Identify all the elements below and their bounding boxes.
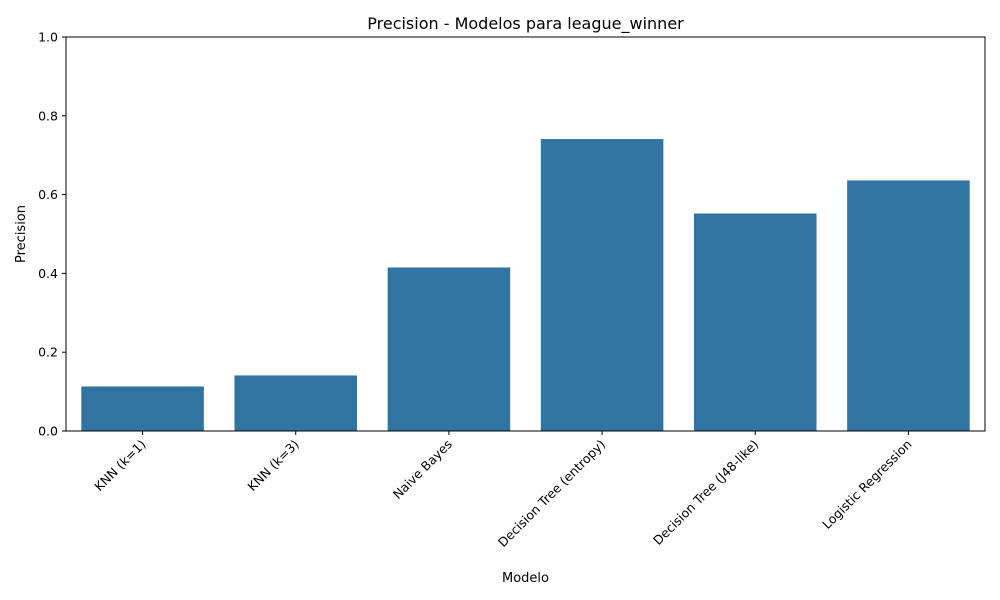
x-tick-label-2: Naive Bayes <box>390 437 455 502</box>
plot-frame <box>65 36 986 432</box>
bar-2 <box>387 267 511 431</box>
y-tick-label-0: 0.0 <box>38 424 58 439</box>
x-tick-label-0: KNN (k=1) <box>91 437 148 494</box>
y-tick-label-2: 0.4 <box>38 266 58 281</box>
bars-group <box>81 139 970 431</box>
x-tick-label-5: Logistic Regression <box>819 437 914 532</box>
y-tick-label-4: 0.8 <box>38 108 58 123</box>
bar-4 <box>693 213 817 431</box>
y-tick-label-5: 1.0 <box>38 30 58 45</box>
x-axis-label: Modelo <box>502 571 549 586</box>
x-tick-label-3: Decision Tree (entropy) <box>495 437 608 550</box>
bar-0 <box>81 386 204 431</box>
x-tick-label-1: KNN (k=3) <box>244 437 301 494</box>
chart-title: Precision - Modelos para league_winner <box>367 14 684 34</box>
bar-3 <box>540 139 664 431</box>
x-tick-label-4: Decision Tree (J48-like) <box>650 437 761 548</box>
y-tick-label-3: 0.6 <box>38 187 58 202</box>
bar-1 <box>234 375 358 431</box>
y-axis-ticks: 0.0 0.2 0.4 0.6 0.8 1.0 <box>38 30 66 439</box>
x-axis-ticks: KNN (k=1) KNN (k=3) Naive Bayes Decision Tr… <box>91 431 915 550</box>
y-tick-label-1: 0.2 <box>38 345 58 360</box>
bar-5 <box>847 180 970 431</box>
y-axis-label: Precision <box>14 205 29 263</box>
